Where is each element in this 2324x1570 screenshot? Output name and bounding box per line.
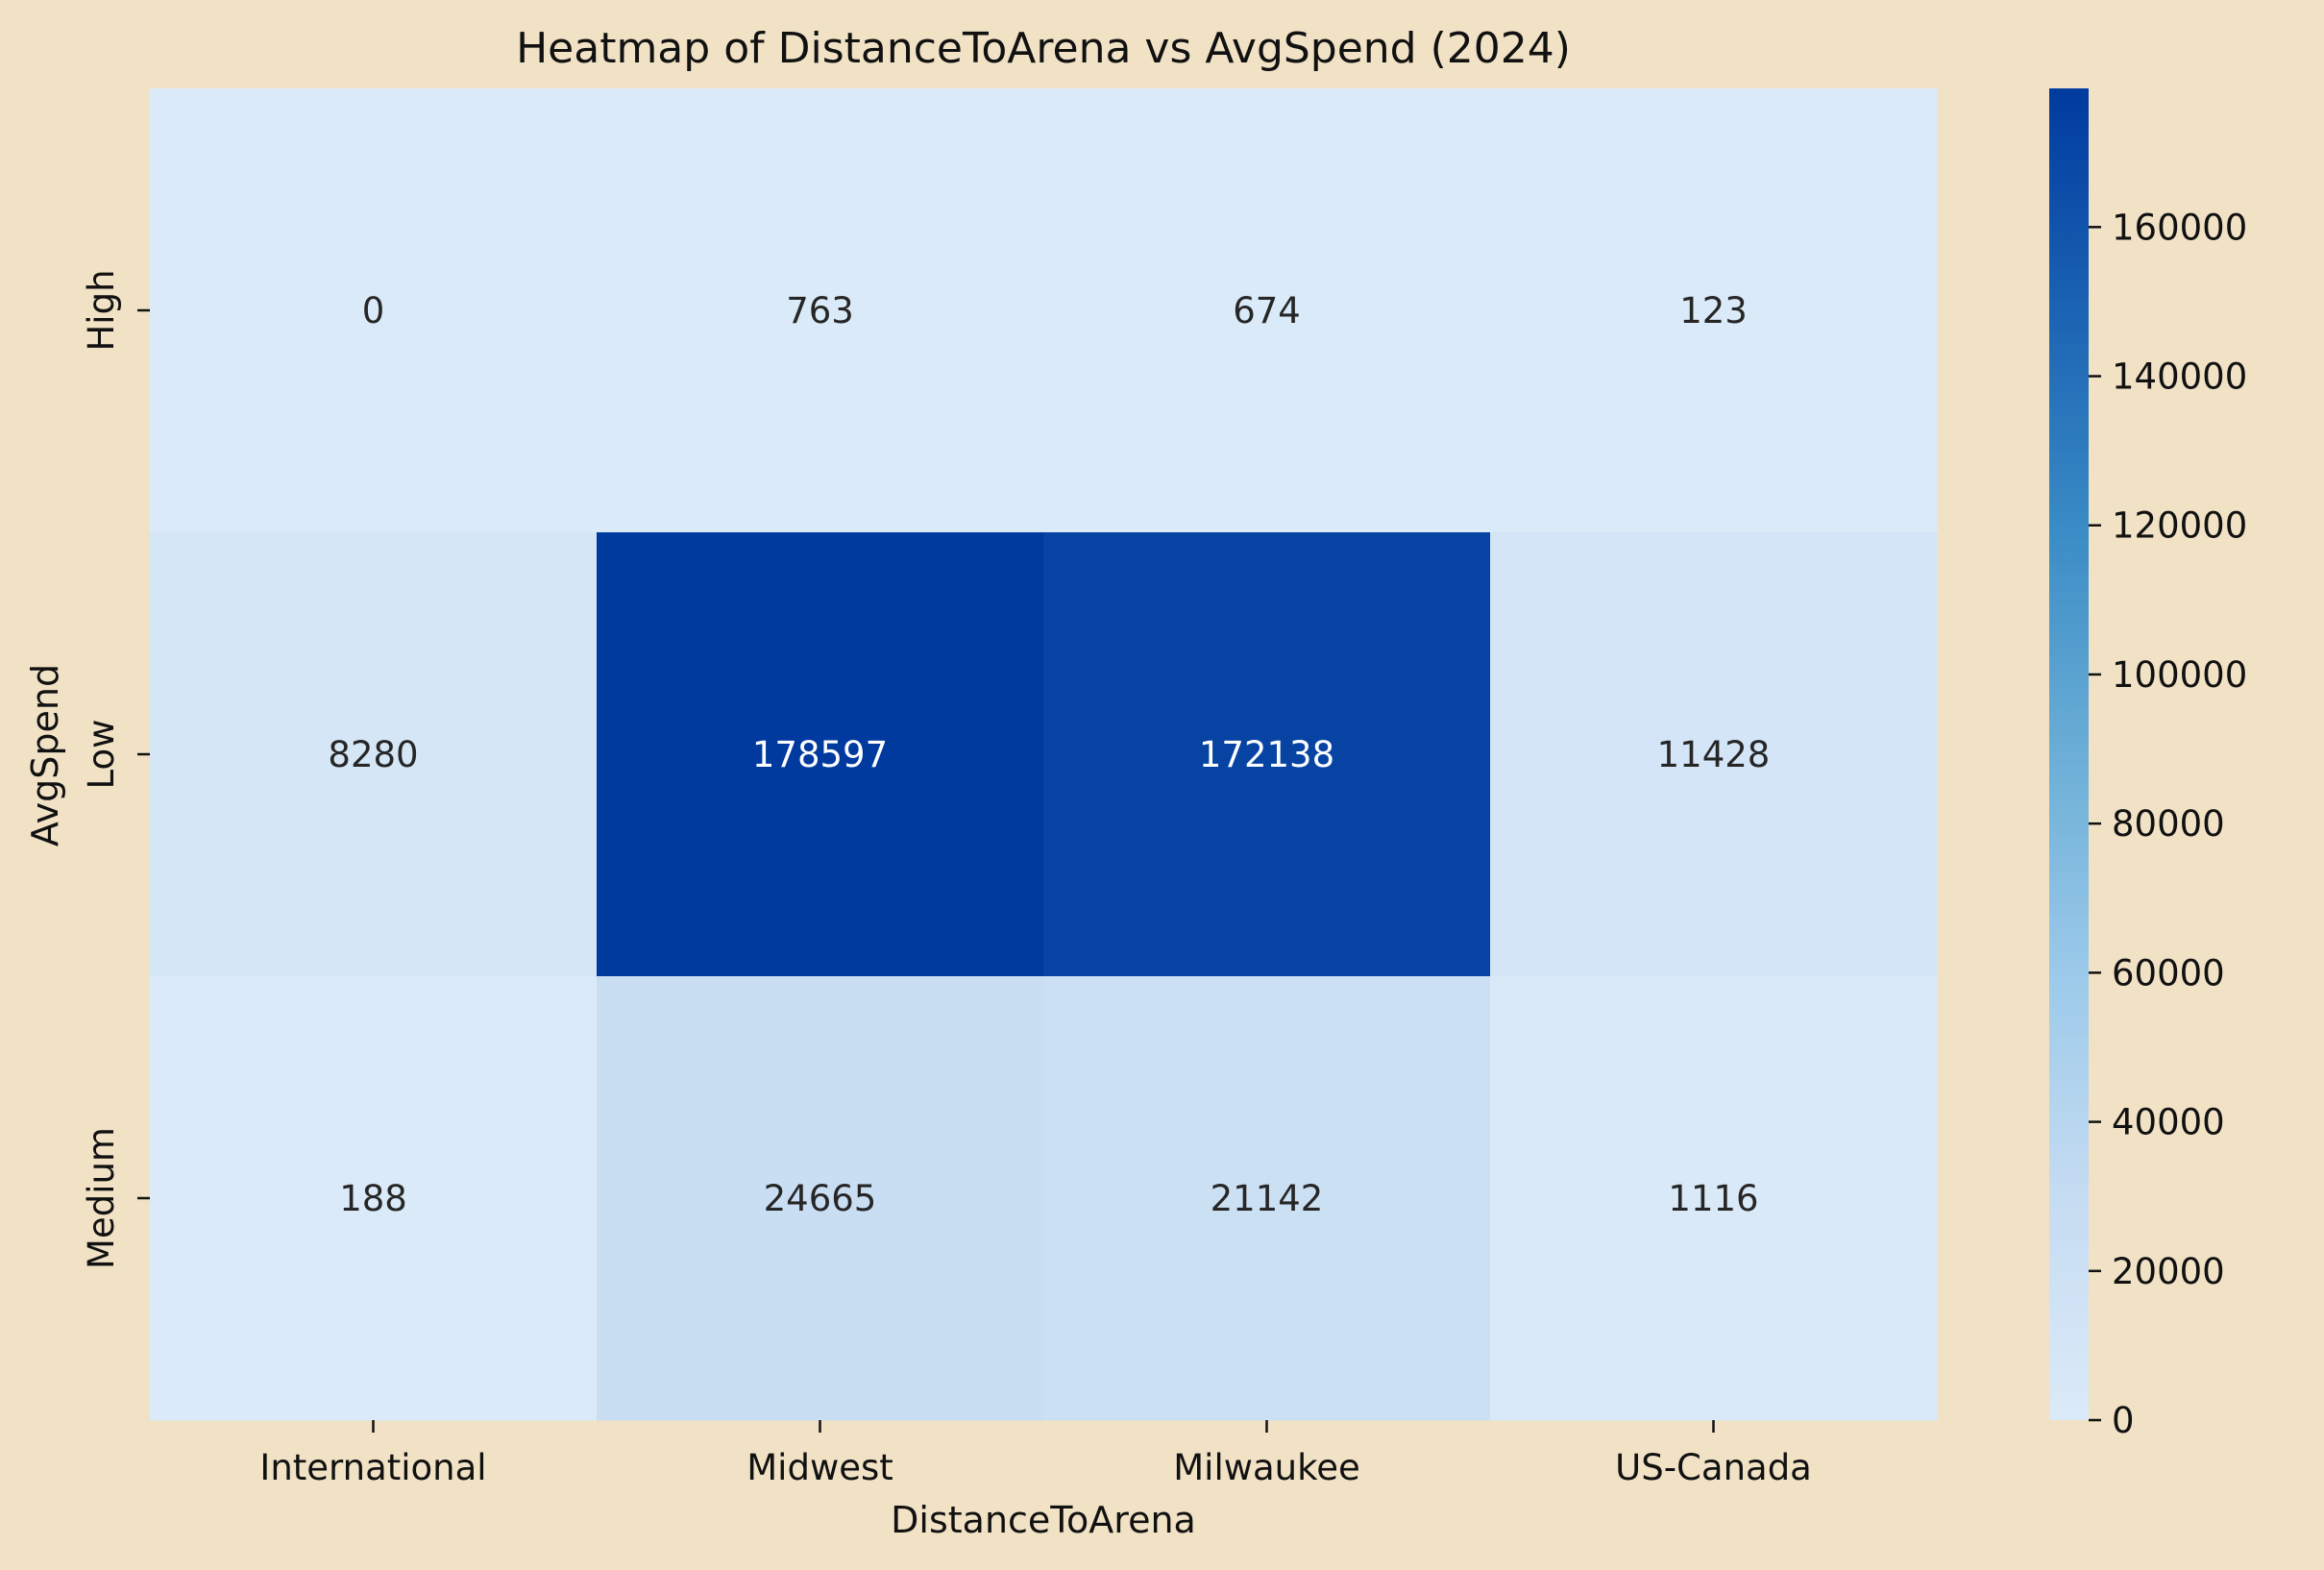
- x-tick-label-milwaukee: Milwaukee: [1173, 1447, 1360, 1488]
- cell-value-high-us-canada: 123: [1679, 290, 1748, 331]
- colorbar-ticks: 0 20000 40000 60000 80000 100000 120000 140000 1…: [2089, 207, 2247, 1441]
- colorbar-tick-label-140000: 140000: [2112, 356, 2247, 398]
- colorbar-tick-label-0: 0: [2112, 1400, 2135, 1441]
- cell-value-high-midwest: 763: [786, 290, 854, 331]
- x-axis-label: DistanceToArena: [891, 1499, 1196, 1541]
- y-tick-label-medium: Medium: [81, 1127, 122, 1269]
- chart-title: Heatmap of DistanceToArena vs AvgSpend (…: [516, 24, 1571, 73]
- x-axis-ticks: International Midwest Milwaukee US-Canada: [259, 1420, 1812, 1488]
- cell-value-medium-milwaukee: 21142: [1211, 1178, 1324, 1219]
- colorbar-tick-label-160000: 160000: [2112, 207, 2247, 248]
- y-axis-label: AvgSpend: [24, 664, 66, 846]
- heatmap-cell-labels: 0 763 674 123 8280 178597 172138 11428 188 24665 2…: [328, 290, 1770, 1219]
- heatmap-cell-low-us-canada: [1490, 532, 1938, 977]
- heatmap-cell-low-international: [150, 532, 598, 977]
- heatmap-cells: [150, 88, 1938, 1421]
- x-tick-label-us-canada: US-Canada: [1615, 1447, 1812, 1488]
- colorbar-tick-label-20000: 20000: [2112, 1251, 2225, 1292]
- cell-value-low-international: 8280: [328, 734, 418, 775]
- x-tick-label-midwest: Midwest: [746, 1447, 893, 1488]
- cell-value-low-midwest: 178597: [752, 734, 888, 775]
- cell-value-medium-midwest: 24665: [764, 1178, 877, 1219]
- colorbar-tick-label-80000: 80000: [2112, 803, 2225, 845]
- heatmap-cell-high-milwaukee: [1043, 88, 1491, 533]
- cell-value-low-us-canada: 11428: [1657, 734, 1771, 775]
- y-axis-ticks: High Low Medium: [81, 269, 150, 1269]
- colorbar-tick-label-120000: 120000: [2112, 505, 2247, 547]
- colorbar-tick-label-60000: 60000: [2112, 952, 2225, 994]
- colorbar: [2049, 88, 2089, 1420]
- x-tick-label-international: International: [259, 1447, 486, 1488]
- colorbar-tick-label-100000: 100000: [2112, 654, 2247, 696]
- heatmap-cell-medium-milwaukee: [1043, 976, 1491, 1421]
- heatmap-cell-medium-midwest: [597, 976, 1044, 1421]
- cell-value-low-milwaukee: 172138: [1199, 734, 1334, 775]
- cell-value-medium-international: 188: [339, 1178, 407, 1219]
- heatmap-cell-medium-international: [150, 976, 598, 1421]
- cell-value-medium-us-canada: 1116: [1668, 1178, 1758, 1219]
- y-tick-label-high: High: [81, 269, 122, 351]
- y-tick-label-low: Low: [81, 720, 122, 790]
- heatmap-cell-high-us-canada: [1490, 88, 1938, 533]
- heatmap-cell-high-international: [150, 88, 598, 533]
- heatmap-cell-low-milwaukee: [1043, 532, 1491, 977]
- cell-value-high-international: 0: [362, 290, 385, 331]
- heatmap-cell-medium-us-canada: [1490, 976, 1938, 1421]
- heatmap-cell-high-midwest: [597, 88, 1044, 533]
- heatmap-cell-low-midwest: [597, 532, 1044, 977]
- cell-value-high-milwaukee: 674: [1233, 290, 1301, 331]
- colorbar-tick-label-40000: 40000: [2112, 1102, 2225, 1143]
